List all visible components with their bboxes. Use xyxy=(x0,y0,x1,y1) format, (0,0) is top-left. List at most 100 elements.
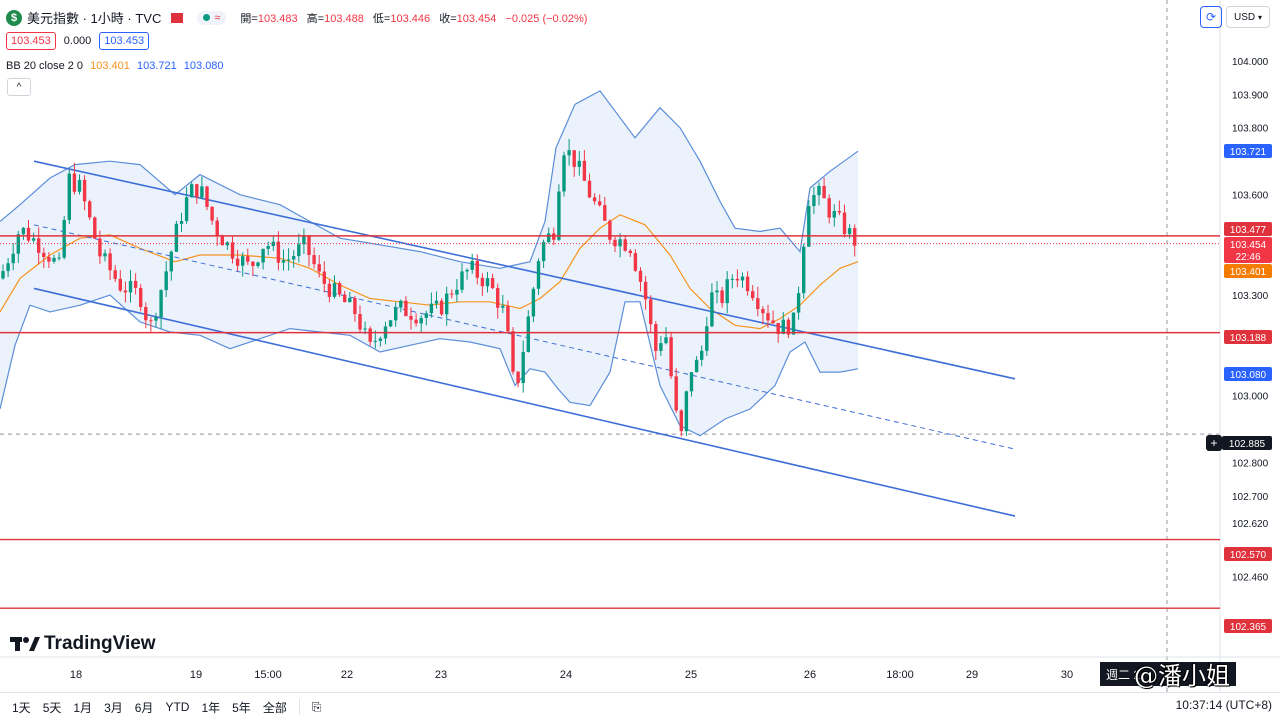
y-tick-label: 103.300 xyxy=(1232,291,1269,302)
candle-body xyxy=(363,328,367,330)
candle xyxy=(215,217,219,246)
candle-body xyxy=(623,239,627,251)
candle-body xyxy=(470,260,474,270)
price-label-bg xyxy=(1224,367,1272,381)
candle xyxy=(455,279,459,302)
tradingview-logo[interactable]: TradingView xyxy=(10,633,156,655)
candle-body xyxy=(128,280,133,293)
candle xyxy=(730,274,734,289)
candle xyxy=(654,321,658,361)
candle xyxy=(664,327,668,345)
candle-body xyxy=(705,326,709,351)
candle-body xyxy=(77,179,82,192)
chevron-down-icon: ▾ xyxy=(1257,12,1262,22)
candle xyxy=(6,258,10,277)
candle-body xyxy=(455,289,459,295)
candle-body xyxy=(399,300,403,308)
channel-upper-line xyxy=(33,160,1016,380)
candle-body xyxy=(154,317,158,321)
candle xyxy=(598,194,602,207)
price-label-text: 103.721 xyxy=(1230,147,1267,158)
candle xyxy=(490,273,495,290)
price-label-hline: 103.188 xyxy=(1224,330,1272,344)
candle-body xyxy=(429,303,434,314)
candle-body xyxy=(302,235,306,245)
price-label-crosshair: +102.885 xyxy=(1206,435,1272,451)
range-button-6[interactable]: 1年 xyxy=(201,700,221,715)
x-tick-label: 26 xyxy=(804,669,816,681)
y-tick-label: 102.460 xyxy=(1232,572,1269,583)
sell-price-button[interactable]: 103.453 xyxy=(6,32,56,50)
candle xyxy=(225,241,230,250)
candle-body xyxy=(557,191,561,240)
clock[interactable]: 10:37:14 (UTC+8) xyxy=(1175,698,1272,712)
y-tick-label: 103.800 xyxy=(1232,124,1269,135)
price-label-text: 102.570 xyxy=(1230,550,1267,561)
candle xyxy=(439,298,444,316)
candle-body xyxy=(292,256,296,260)
indicator-legend[interactable]: BB 20 close 2 0 103.401 103.721 103.080 xyxy=(6,60,224,72)
candle-body xyxy=(654,324,658,351)
candle-body xyxy=(159,290,163,318)
range-button-8[interactable]: 全部 xyxy=(262,700,287,715)
candle xyxy=(67,169,71,225)
candle xyxy=(261,248,265,270)
candle-body xyxy=(174,223,179,252)
price-label-text: 102.365 xyxy=(1230,622,1267,633)
candle xyxy=(195,183,199,204)
candle-body xyxy=(256,262,260,266)
range-button-7[interactable]: 5年 xyxy=(232,700,251,715)
price-label-bg xyxy=(1222,436,1272,450)
candle-body xyxy=(225,242,230,246)
collapse-legend-button[interactable]: ^ xyxy=(7,78,31,96)
market-status-pill[interactable]: ≈ xyxy=(197,10,227,25)
range-button-4[interactable]: 6月 xyxy=(134,700,154,715)
candle-body xyxy=(378,338,383,341)
candle xyxy=(751,285,755,301)
candle xyxy=(521,340,525,393)
candle-body xyxy=(169,251,173,272)
range-button-1[interactable]: 5天 xyxy=(42,700,62,715)
candle xyxy=(587,173,592,199)
candle-body xyxy=(521,351,525,384)
candle-body xyxy=(633,253,638,271)
price-label-hline: 103.477 xyxy=(1224,222,1272,236)
candle xyxy=(230,236,235,264)
currency-select[interactable]: USD ▾ xyxy=(1226,6,1270,28)
range-button-5[interactable]: YTD xyxy=(165,700,190,714)
open-label: 開 xyxy=(240,12,252,25)
price-label-text: 103.080 xyxy=(1230,370,1267,381)
range-button-2[interactable]: 1月 xyxy=(73,700,93,715)
candle-body xyxy=(776,322,780,334)
calendar-range-icon[interactable]: ⎘ xyxy=(311,699,322,714)
range-button-3[interactable]: 3月 xyxy=(104,700,123,715)
candle xyxy=(57,252,61,261)
bb-basis-line xyxy=(0,214,859,330)
candle xyxy=(424,310,428,326)
candle xyxy=(302,228,306,255)
spread-value: 0.000 xyxy=(63,35,92,47)
candle-body xyxy=(526,316,530,352)
candle xyxy=(445,286,449,326)
refresh-icon[interactable]: ⟳ xyxy=(1200,6,1222,28)
price-label-last: 103.454 xyxy=(1224,237,1272,251)
candle-body xyxy=(241,256,245,266)
candle-body xyxy=(547,233,551,243)
range-button-0[interactable]: 1天 xyxy=(12,700,31,715)
x-tick-label: 29 xyxy=(966,669,978,681)
bb-lower-value: 103.080 xyxy=(183,60,224,72)
candle-body xyxy=(771,320,775,323)
flag-icon[interactable] xyxy=(171,12,184,23)
candle xyxy=(531,286,536,323)
candle xyxy=(720,286,724,308)
symbol-title[interactable]: 美元指數 · 1小時 · TVC xyxy=(27,11,162,26)
candle xyxy=(88,199,92,221)
candle-body xyxy=(108,253,112,271)
candle xyxy=(465,268,469,280)
candle xyxy=(266,241,270,256)
candle xyxy=(307,235,311,267)
candle-body xyxy=(200,186,204,198)
buy-price-button[interactable]: 103.453 xyxy=(99,32,150,50)
price-label-bg xyxy=(1224,264,1272,278)
